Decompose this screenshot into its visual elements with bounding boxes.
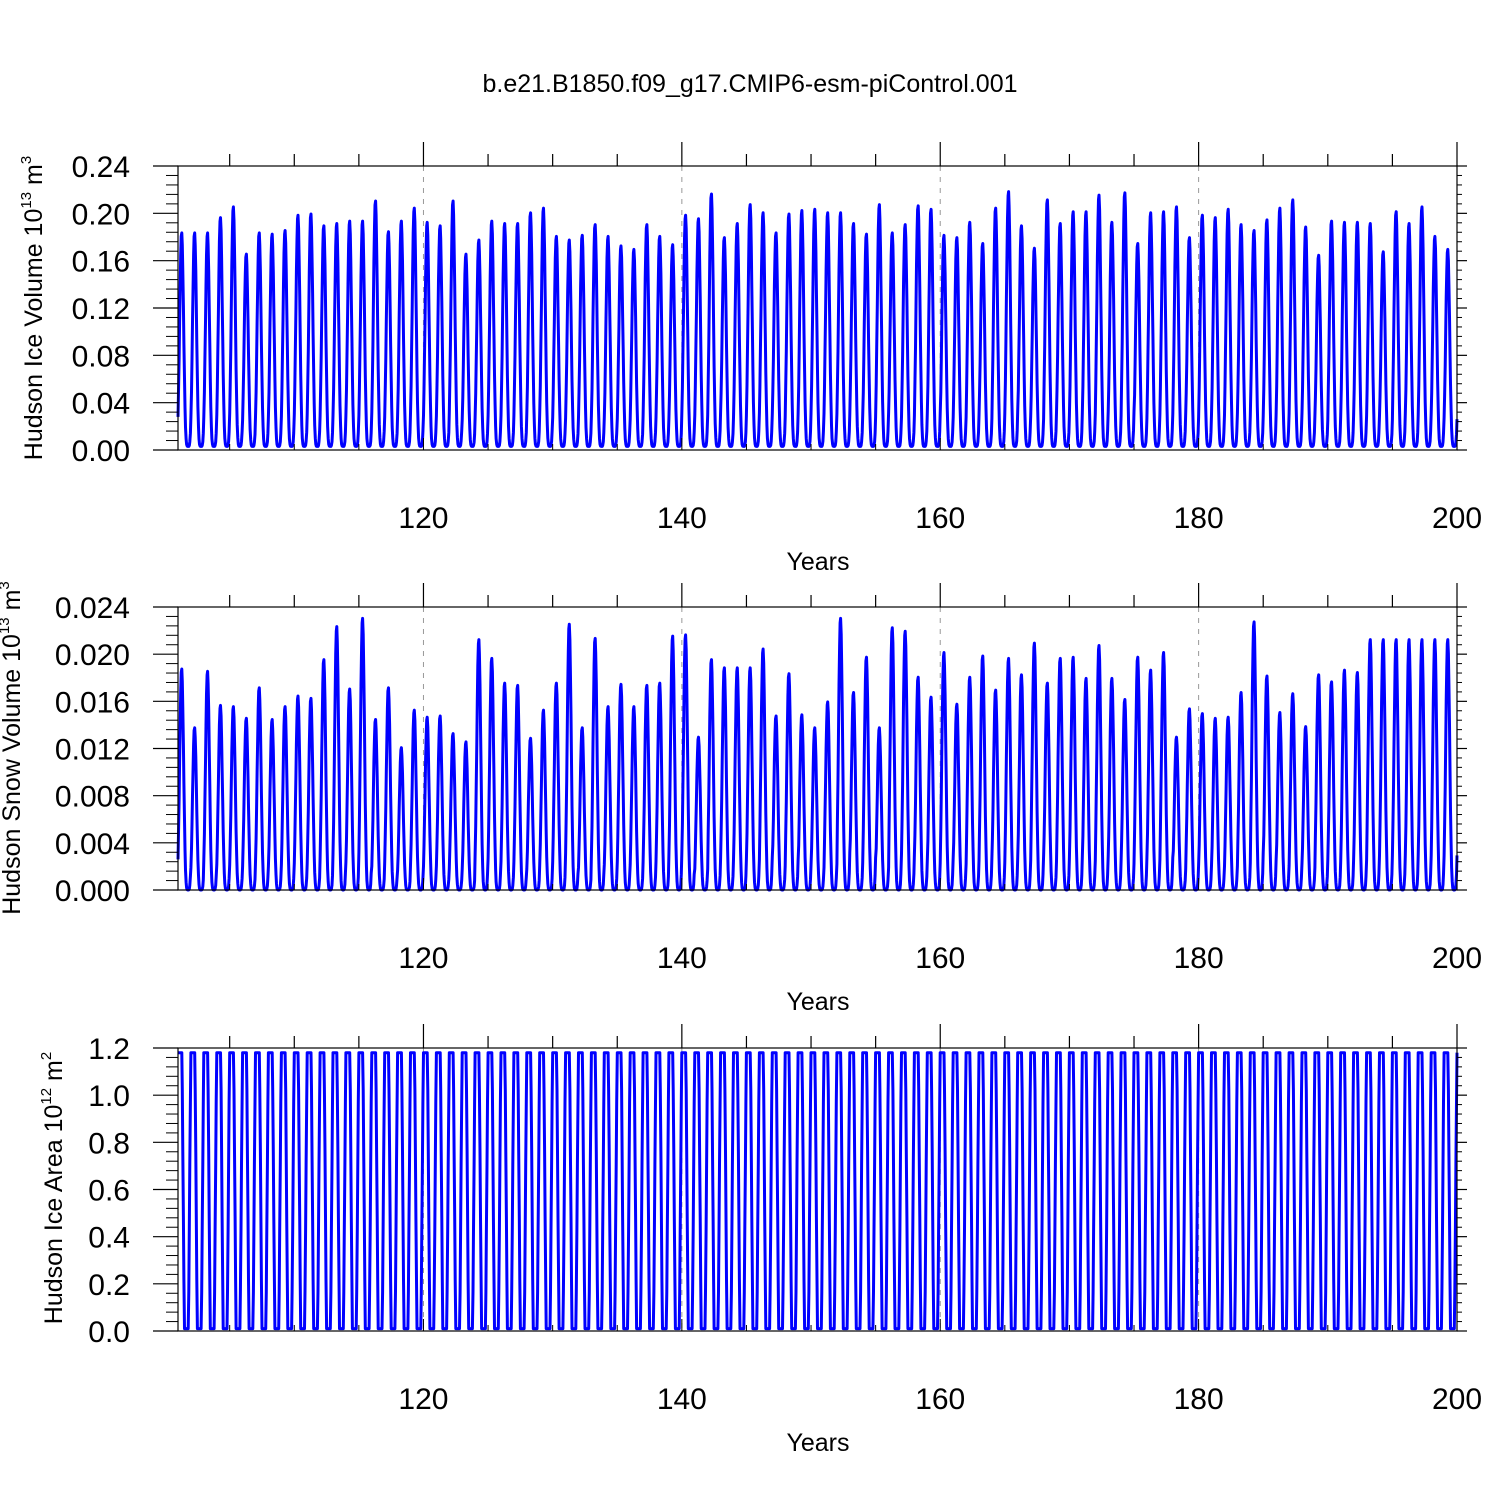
series-line — [176, 616, 1459, 892]
y-tick-label: 1.2 — [88, 1033, 130, 1066]
y-tick-label: 0.12 — [72, 293, 130, 326]
y-tick-label: 0.008 — [55, 781, 130, 814]
x-tick-label: 120 — [398, 502, 448, 535]
y-tick-label: 0.8 — [88, 1127, 130, 1160]
y-tick-label: 0.012 — [55, 734, 130, 767]
y-tick-label: 0.6 — [88, 1175, 130, 1208]
y-tick-label: 1.0 — [88, 1080, 130, 1113]
x-axis-label: Years — [786, 1429, 849, 1457]
y-tick-label: 0.016 — [55, 686, 130, 719]
panel-3: 0.0 0.2 0.4 0.6 0.8 1.0 1.2 120 140 160 180 200 Year… — [38, 1024, 1482, 1457]
y-tick-label: 0.16 — [72, 246, 130, 279]
x-tick-label: 160 — [915, 1383, 965, 1416]
series-line — [177, 1051, 1459, 1331]
panels: 0.00 0.04 0.08 0.12 0.16 0.20 0.24 120 140 160 180… — [0, 142, 1482, 1457]
series-line — [176, 190, 1459, 448]
panel-2: 0.000 0.004 0.008 0.012 0.016 0.020 0.024 120 14… — [0, 581, 1482, 1016]
y-tick-label: 0.2 — [88, 1269, 130, 1302]
x-tick-label: 160 — [915, 942, 965, 975]
figure-title: b.e21.B1850.f09_g17.CMIP6-esm-piControl.… — [482, 70, 1017, 98]
y-axis-label: Hudson Ice Area 1012 m2 — [38, 1052, 68, 1324]
y-tick-label: 0.20 — [72, 198, 130, 231]
y-tick-label: 0.4 — [88, 1222, 130, 1255]
y-tick-label: 0.08 — [72, 340, 130, 373]
x-tick-label: 120 — [398, 1383, 448, 1416]
panel-1: 0.00 0.04 0.08 0.12 0.16 0.20 0.24 120 140 160 180… — [18, 142, 1482, 576]
x-tick-label: 140 — [657, 1383, 707, 1416]
y-tick-label: 0.24 — [72, 151, 130, 184]
y-tick-label: 0.020 — [55, 639, 130, 672]
x-axis-label: Years — [786, 548, 849, 576]
x-tick-label: 180 — [1174, 942, 1224, 975]
y-tick-label: 0.004 — [55, 828, 130, 861]
y-axis-label: Hudson Snow Volume 1013 m3 — [0, 581, 26, 915]
y-tick-label: 0.000 — [55, 875, 130, 908]
x-tick-label: 140 — [657, 502, 707, 535]
x-tick-label: 140 — [657, 942, 707, 975]
x-axis-label: Years — [786, 988, 849, 1016]
y-tick-label: 0.024 — [55, 592, 130, 625]
y-tick-label: 0.04 — [72, 388, 130, 421]
x-tick-label: 120 — [398, 942, 448, 975]
x-tick-label: 200 — [1432, 1383, 1482, 1416]
x-tick-label: 200 — [1432, 942, 1482, 975]
x-tick-label: 200 — [1432, 502, 1482, 535]
x-tick-label: 180 — [1174, 1383, 1224, 1416]
x-tick-label: 160 — [915, 502, 965, 535]
y-tick-label: 0.0 — [88, 1316, 130, 1349]
x-tick-label: 180 — [1174, 502, 1224, 535]
y-tick-label: 0.00 — [72, 435, 130, 468]
y-axis-label: Hudson Ice Volume 1013 m3 — [18, 156, 48, 460]
